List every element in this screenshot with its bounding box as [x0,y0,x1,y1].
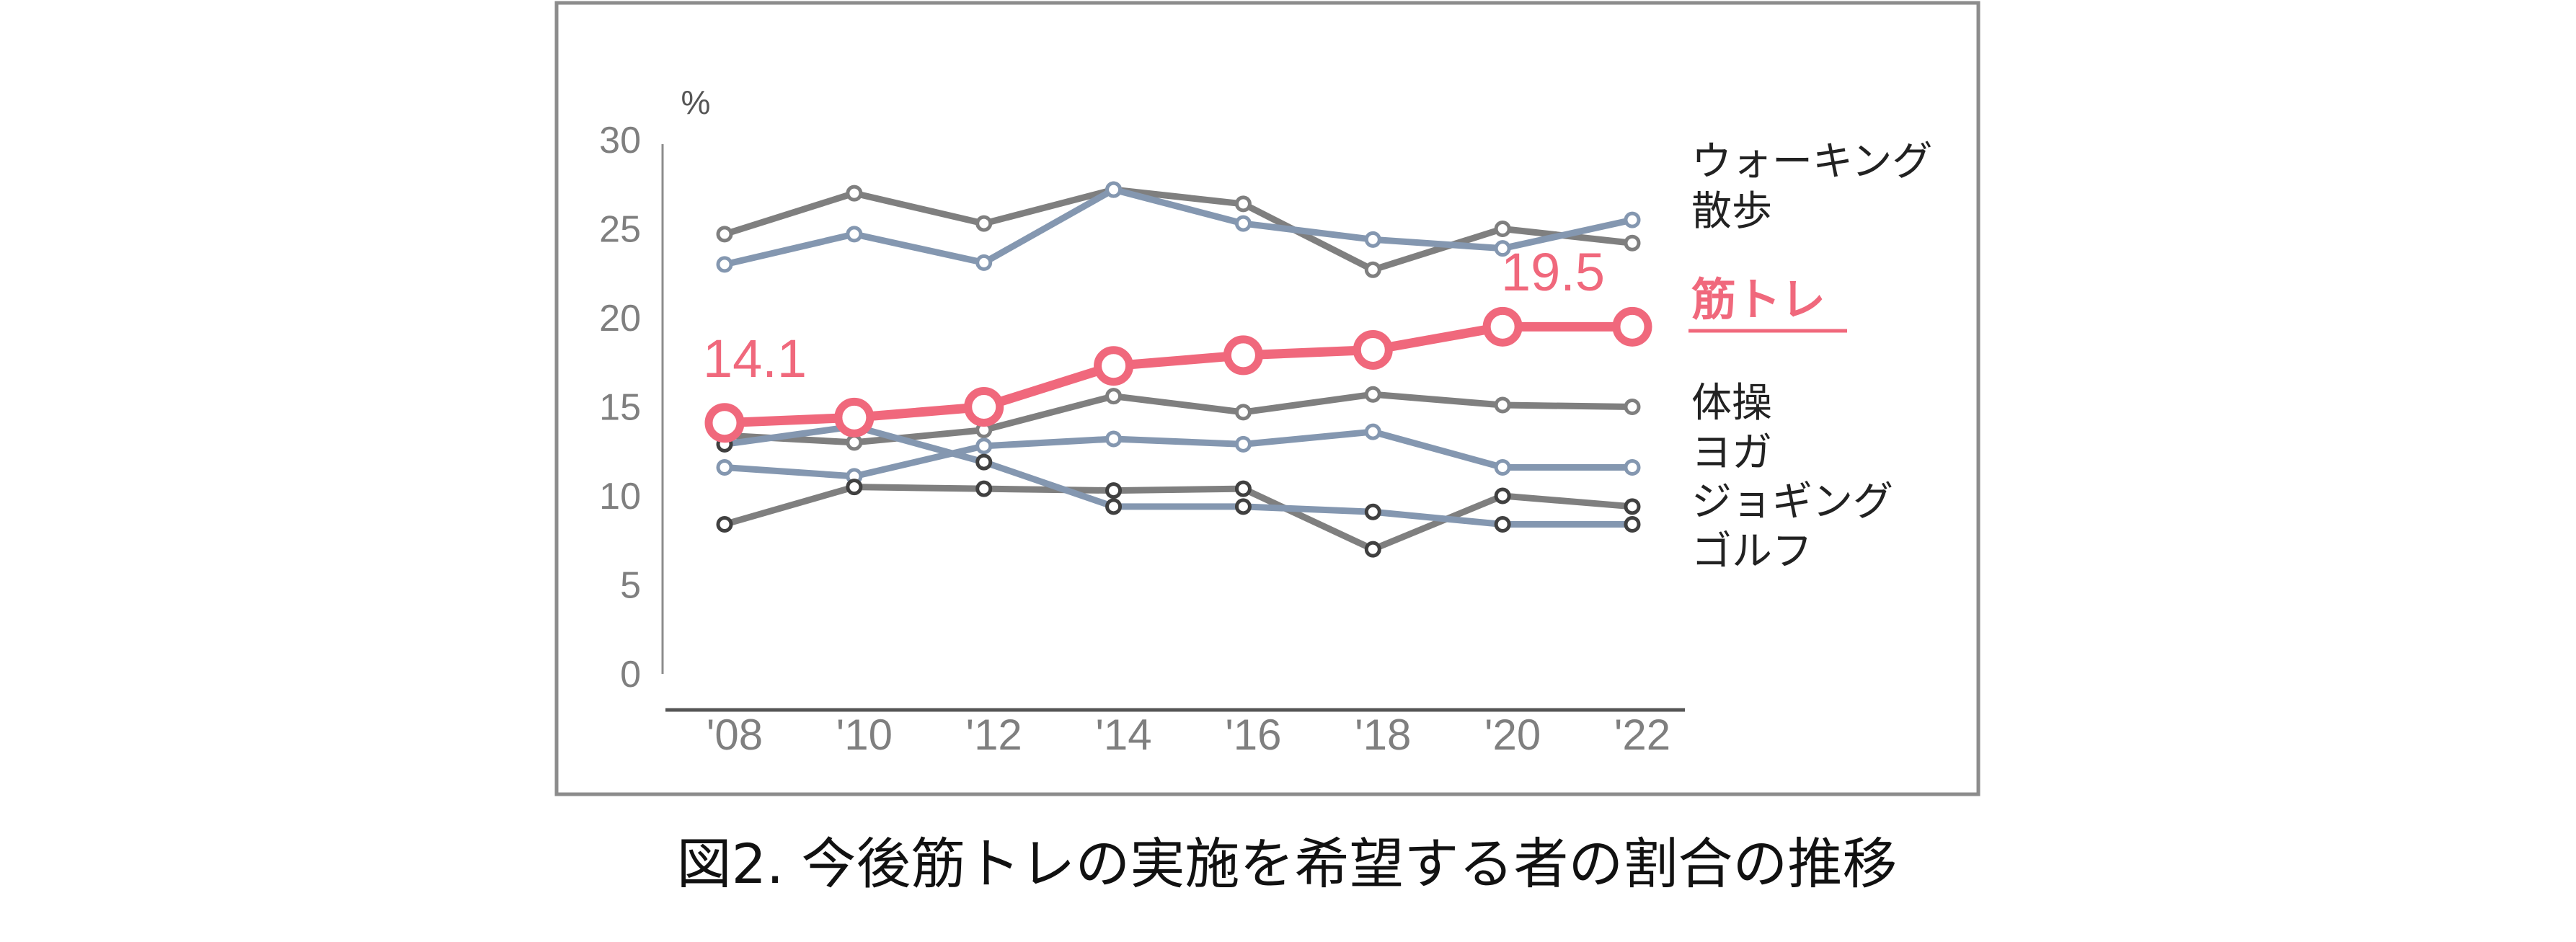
data-point [1482,306,1523,347]
data-point [975,254,993,271]
chart-frame [554,1,1980,796]
series-label: ゴルフ [1691,528,1813,575]
series-ウォーキング [716,181,1641,278]
series-line [723,186,1633,273]
data-point [716,516,733,533]
data-point [1105,430,1123,448]
data-point [1364,231,1381,248]
y-tick-label: 30 [599,120,641,161]
y-axis-unit: % [681,84,711,121]
x-tick-label: '10 [836,711,893,759]
data-point [1612,306,1652,347]
data-point [846,479,863,496]
data-point [704,403,745,443]
data-point [1494,487,1511,505]
data-point [1364,423,1381,440]
data-point [1494,221,1511,237]
x-tick-label: '16 [1225,711,1281,759]
data-point [1353,329,1393,370]
data-point [1624,516,1641,533]
data-point [846,226,863,243]
series-散歩 [716,181,1641,273]
data-point [975,437,993,455]
data-point [1105,482,1123,499]
series-line [724,391,1633,446]
data-point [1494,516,1511,533]
y-tick-label: 10 [599,476,641,517]
series-label: 筋トレ [1691,273,1825,326]
data-point [1234,435,1252,453]
series-ヨガ [716,423,1641,485]
x-tick-label: '18 [1355,711,1411,759]
data-point [846,434,863,451]
data-point [716,226,733,243]
series-label: 散歩 [1691,188,1772,235]
data-point [834,397,875,437]
data-point [1624,458,1641,476]
data-point [1494,458,1511,476]
y-tick-label: 5 [620,565,641,607]
series-line [724,321,1632,428]
data-label: 19.5 [1501,242,1605,302]
data-point [1234,195,1252,213]
data-point [846,185,863,202]
data-point [1234,215,1252,232]
data-label: 14.1 [703,329,807,388]
data-point [964,387,1004,427]
data-point [1234,498,1252,515]
data-point [975,480,993,497]
data-point [1234,404,1252,421]
figure-caption: 図2. 今後筋トレの実施を希望する者の割合の推移 [677,832,1898,896]
data-point [1494,396,1511,414]
series-line [724,423,1632,528]
y-tick-label: 20 [599,298,641,339]
data-point [1494,240,1511,257]
y-tick-label: 15 [599,387,641,429]
y-tick-label: 25 [599,209,641,251]
series-line [723,484,1633,553]
x-tick-label: '12 [966,711,1022,759]
data-point [1624,498,1641,515]
series-ジョギング [716,479,1641,558]
data-point [1105,181,1123,198]
data-point [1624,211,1641,228]
series-筋トレ [704,306,1652,443]
x-tick-label: '08 [707,711,763,759]
data-point [1105,498,1123,515]
x-tick-label: '20 [1484,711,1541,759]
data-point [1234,480,1252,497]
series-label: ジョギング [1691,479,1893,525]
data-point [1223,335,1263,376]
data-point [975,215,993,232]
x-tick-label: '22 [1614,711,1670,759]
data-point [716,458,733,476]
data-point [1624,234,1641,252]
series-line [724,428,1632,480]
data-point [1105,388,1123,405]
data-point [1364,386,1381,403]
data-point [1624,399,1641,415]
series-line [723,186,1633,268]
series-label: ヨガ [1691,430,1772,476]
data-point [1094,346,1134,386]
series-label: 体操 [1691,380,1772,427]
series-label: ウォーキング [1691,138,1932,185]
x-tick-label: '14 [1095,711,1151,759]
data-point [975,453,993,471]
data-point [716,256,733,273]
data-point [1364,541,1381,558]
data-point [1364,261,1381,278]
y-tick-label: 0 [620,654,641,696]
data-point [1364,503,1381,520]
